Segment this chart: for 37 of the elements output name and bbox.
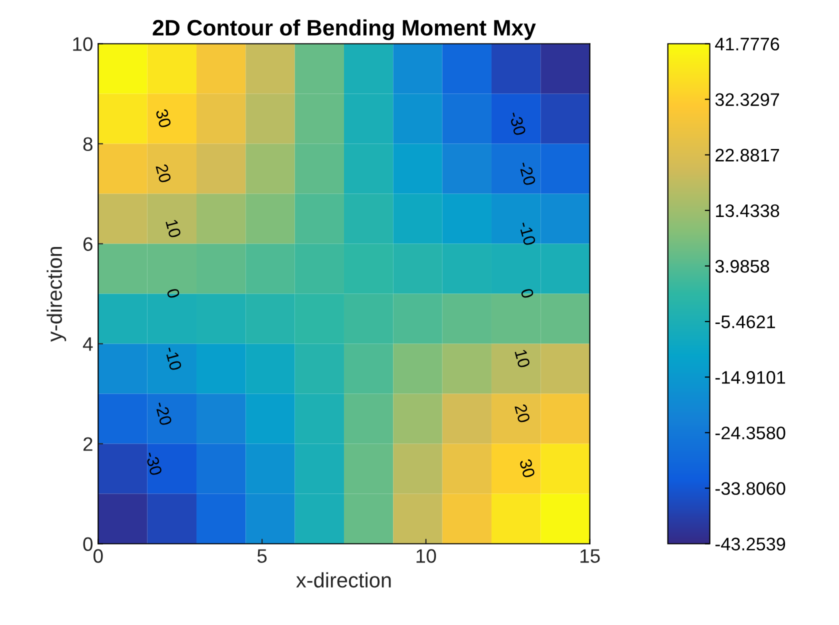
color-bar-label: 41.7776	[715, 38, 780, 50]
y-tick-label: 6	[83, 237, 92, 251]
annotation: -10	[164, 346, 182, 371]
y-tick-label: 4	[82, 337, 93, 351]
annotation: -10	[518, 220, 536, 246]
color-bar-label: -24.3580	[715, 426, 786, 440]
annotation: 20	[156, 164, 172, 184]
annotation: 30	[156, 108, 172, 128]
y-tick-label: 2	[83, 437, 92, 451]
annotation: 10	[514, 349, 530, 368]
color-bar-label: -5.4621	[715, 315, 776, 328]
annotation: 20	[514, 404, 530, 424]
annotation: -30	[508, 110, 526, 136]
color-bar-label: 22.8817	[716, 148, 780, 162]
color-bar-label: 3.9858	[715, 260, 770, 273]
x-tick-label: 15	[580, 549, 600, 563]
chart-title: 2D Contour of Bending Moment Mxy	[152, 19, 536, 40]
annotation: -20	[518, 160, 536, 186]
annotation: -20	[154, 400, 172, 426]
color-bar-label: 32.3297	[715, 93, 780, 106]
color-bar-label: 13.4338	[716, 204, 780, 218]
color-bar-label: -33.8060	[715, 482, 786, 495]
annotation: 30	[519, 458, 536, 478]
annotation: 0	[166, 288, 180, 299]
color-bar-label: -14.9101	[715, 371, 786, 384]
x-tick-label: 10	[416, 549, 436, 563]
x-tick-label: 5	[257, 549, 267, 563]
annotation: 0	[520, 288, 534, 299]
y-axis-title: y-direction	[46, 247, 66, 342]
y-tick-label: 10	[73, 37, 93, 51]
y-tick-label: 0	[83, 537, 93, 551]
x-tick-label: 0	[94, 549, 103, 563]
color-bar-label: -43.2539	[715, 538, 786, 550]
y-tick-label: 8	[83, 137, 92, 151]
x-axis-title: x-direction	[296, 572, 391, 588]
annotation: 10	[166, 219, 182, 238]
annotation: -30	[145, 450, 162, 476]
